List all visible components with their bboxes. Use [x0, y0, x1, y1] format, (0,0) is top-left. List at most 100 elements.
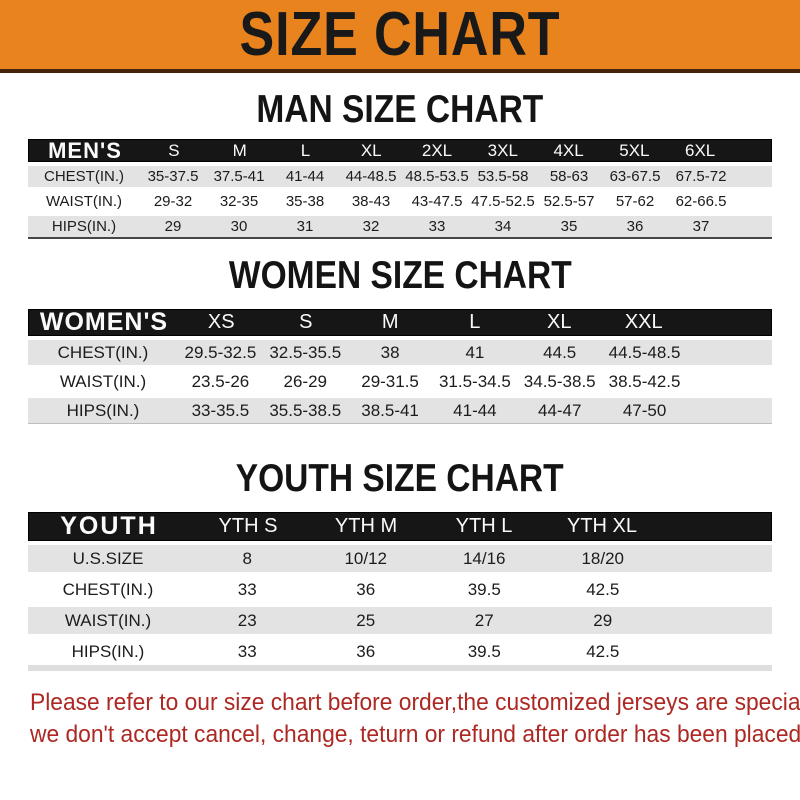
size-value-cell: 35.5-38.5	[269, 400, 342, 420]
table-title-cell: MEN'S	[48, 137, 122, 163]
size-value-cell: 30	[230, 218, 248, 235]
measurement-row: WAIST(IN.) 29-32 32-35 35-38 38-43 43-47.5 47.…	[28, 191, 772, 212]
size-column-header: YTH L	[455, 515, 513, 537]
men-size-table: MEN'S S M L XL 2XL 3XL 4XL 5XL 6XL CHEST(IN.) 35-37…	[28, 137, 772, 239]
size-value-cell: 38-43	[351, 193, 391, 210]
measurement-row: CHEST(IN.) 35-37.5 37.5-41 41-44 44-48.5 48.5…	[28, 166, 772, 187]
size-value-cell: 42.5	[586, 641, 620, 661]
size-value-cell: 38.5-42.5	[608, 371, 681, 391]
row-label-cell: WAIST(IN.)	[59, 371, 147, 391]
size-value-cell: 29.5-32.5	[184, 342, 257, 362]
size-value-cell: 29-32	[153, 193, 193, 210]
size-value-cell: 44-47	[537, 400, 582, 420]
row-label-cell: HIPS(IN.)	[66, 400, 140, 420]
measurement-row: CHEST(IN.) 33 36 39.5 42.5	[28, 576, 772, 603]
size-value-cell: 39.5	[467, 579, 501, 599]
size-column-header: YTH S	[218, 515, 278, 537]
size-value-cell: 44.5-48.5	[608, 342, 681, 362]
disclaimer-line-1: Please refer to our size chart before or…	[30, 689, 800, 716]
banner-title: SIZE CHART	[239, 0, 561, 69]
size-value-cell: 33	[237, 641, 257, 661]
size-value-cell: 29-31.5	[361, 371, 419, 391]
youth-heading-text: YOUTH SIZE CHART	[236, 457, 564, 500]
size-value-cell: 18/20	[581, 548, 625, 568]
size-column-header: M	[381, 311, 399, 333]
size-value-cell: 33	[428, 218, 446, 235]
size-value-cell: 62-66.5	[675, 193, 727, 210]
size-value-cell: 10/12	[344, 548, 388, 568]
size-value-cell: 42.5	[586, 579, 620, 599]
size-value-cell: 25	[356, 610, 376, 630]
disclaimer-line-2: we don't accept cancel, change, teturn o…	[30, 721, 800, 748]
size-column-header: 4XL	[553, 140, 584, 160]
size-value-cell: 35-37.5	[147, 168, 199, 185]
size-value-cell: 29	[593, 610, 613, 630]
row-label-cell: HIPS(IN.)	[51, 218, 117, 235]
measurement-row: WAIST(IN.) 23 25 27 29	[28, 607, 772, 634]
size-column-header: YTH XL	[566, 515, 638, 537]
size-value-cell: 31.5-34.5	[438, 371, 511, 391]
size-value-cell: 63-67.5	[609, 168, 661, 185]
measurement-row: HIPS(IN.) 29 30 31 32 33 34 35 36 37	[28, 216, 772, 237]
size-value-cell: 41-44	[285, 168, 325, 185]
size-value-cell: 43-47.5	[411, 193, 463, 210]
size-column-header: 2XL	[421, 140, 453, 160]
size-value-cell: 38	[380, 342, 400, 362]
size-value-cell: 37	[692, 218, 710, 235]
size-column-header: L	[469, 311, 481, 333]
measurement-row: U.S.SIZE 8 10/12 14/16 18/20	[28, 545, 772, 572]
measurement-row: HIPS(IN.) 33 36 39.5 42.5	[28, 638, 772, 665]
size-value-cell: 53.5-58	[477, 168, 529, 185]
size-value-cell: 34	[494, 218, 512, 235]
size-column-header: XL	[360, 140, 382, 160]
women-section-heading: WOMEN SIZE CHART	[0, 253, 800, 299]
size-table-header-row: WOMEN'S XS S M L XL XXL	[28, 308, 772, 336]
table-title-cell: WOMEN'S	[39, 308, 169, 336]
measurement-row: HIPS(IN.) 33-35.5 35.5-38.5 38.5-41 41-44 44-…	[28, 398, 772, 423]
size-value-cell: 58-63	[549, 168, 589, 185]
size-value-cell: 41-44	[453, 400, 497, 420]
size-value-cell: 32-35	[219, 193, 259, 210]
size-column-header: YTH M	[334, 515, 398, 537]
man-section-heading: MAN SIZE CHART	[0, 87, 800, 133]
row-label-cell: CHEST(IN.)	[62, 579, 154, 599]
youth-section-heading: YOUTH SIZE CHART	[0, 456, 800, 502]
size-value-cell: 67.5-72	[675, 168, 727, 185]
man-heading-text: MAN SIZE CHART	[256, 88, 544, 131]
size-value-cell: 27	[474, 610, 494, 630]
size-value-cell: 57-62	[615, 193, 655, 210]
size-column-header: 5XL	[619, 140, 650, 160]
size-column-header: L	[300, 140, 311, 160]
row-label-cell: CHEST(IN.)	[44, 168, 124, 185]
row-label-cell: WAIST(IN.)	[64, 610, 152, 630]
row-label-cell: WAIST(IN.)	[45, 193, 123, 210]
size-value-cell: 31	[296, 218, 314, 235]
size-value-cell: 14/16	[462, 548, 506, 568]
size-column-header: XXL	[624, 311, 663, 333]
youth-size-table: YOUTH YTH S YTH M YTH L YTH XL U.S.SIZE 8 10/12…	[28, 512, 772, 665]
size-column-header: 3XL	[487, 140, 518, 160]
table-title-cell: YOUTH	[60, 512, 158, 540]
size-column-header: M	[232, 140, 247, 160]
size-value-cell: 36	[356, 641, 376, 661]
size-value-cell: 41	[465, 342, 485, 362]
size-value-cell: 33-35.5	[191, 400, 250, 420]
women-size-table: WOMEN'S XS S M L XL XXL CHEST(IN.) 29.5-32.5 32.5…	[28, 308, 772, 424]
size-table-header-row: MEN'S S M L XL 2XL 3XL 4XL 5XL 6XL	[28, 137, 772, 163]
size-value-cell: 37.5-41	[213, 168, 265, 185]
measurement-row: CHEST(IN.) 29.5-32.5 32.5-35.5 38 41 44.5 44.5…	[28, 340, 772, 365]
size-value-cell: 44-48.5	[345, 168, 397, 185]
size-value-cell: 34.5-38.5	[523, 371, 596, 391]
size-value-cell: 47-50	[622, 400, 667, 420]
size-value-cell: 8	[242, 548, 252, 568]
disclaimer-note: Please refer to our size chart before or…	[0, 687, 800, 751]
size-value-cell: 39.5	[467, 641, 501, 661]
size-value-cell: 32	[362, 218, 380, 235]
size-value-cell: 35-38	[285, 193, 325, 210]
size-value-cell: 32.5-35.5	[269, 342, 342, 362]
size-value-cell: 36	[356, 579, 376, 599]
measurement-row: WAIST(IN.) 23.5-26 26-29 29-31.5 31.5-34.5 34…	[28, 369, 772, 394]
women-heading-text: WOMEN SIZE CHART	[228, 254, 572, 297]
size-value-cell: 52.5-57	[543, 193, 595, 210]
size-value-cell: 26-29	[283, 371, 327, 391]
